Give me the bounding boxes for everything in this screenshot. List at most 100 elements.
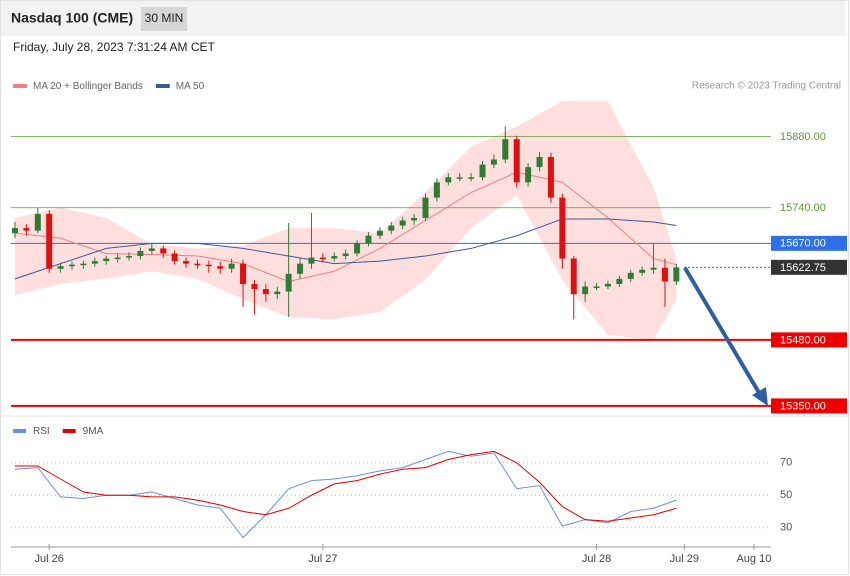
x-tick-label: Jul 29: [670, 553, 699, 565]
candle-body: [240, 263, 247, 284]
level-box: [771, 235, 847, 251]
legend-swatch: [13, 429, 26, 433]
candle-body: [399, 220, 406, 226]
candle-body: [274, 291, 281, 295]
candle-body: [285, 273, 292, 292]
candle-body: [297, 263, 304, 274]
title: Nasdaq 100 (CME): [11, 10, 133, 26]
date: Friday, July 28, 2023 7:31:24 AM CET: [13, 40, 216, 54]
level-label: 15480.00: [780, 334, 826, 346]
candle-body: [46, 213, 53, 269]
candle-body: [262, 289, 269, 295]
level-box: [771, 398, 847, 414]
rsi-panel: 30 50 70 Jul 26 Jul 27 Jul 28 Jul 29 Aug 10 RSI 9…: [11, 426, 792, 565]
candle-body: [376, 230, 383, 236]
candle-body: [445, 177, 452, 183]
candle-body: [365, 235, 372, 244]
x-tick-label: Jul 28: [582, 553, 611, 565]
candle-body: [650, 267, 657, 270]
level-label: 15622.75: [780, 262, 826, 274]
candle-body: [593, 286, 600, 289]
candle-body: [319, 257, 326, 260]
candle-body: [160, 248, 167, 254]
candle-body: [11, 228, 18, 234]
candle-body: [34, 213, 41, 231]
candle-body: [308, 257, 315, 264]
y-tick-label: 30: [780, 522, 792, 534]
candle-body: [513, 139, 520, 183]
candle-body: [559, 197, 566, 259]
legend-label: MA 20 + Bollinger Bands: [33, 81, 143, 92]
level-box: [771, 259, 847, 275]
credit: Research © 2023 Trading Central: [692, 81, 841, 92]
candle-body: [582, 286, 589, 295]
bollinger-band: [14, 101, 677, 340]
x-tick-label: Jul 27: [308, 553, 337, 565]
candle-body: [616, 278, 623, 284]
legend-swatch: [13, 84, 27, 88]
interval-label[interactable]: 30 MIN: [145, 11, 184, 25]
candle-body: [604, 283, 611, 287]
candle-body: [23, 228, 30, 231]
moving-average: [14, 218, 677, 280]
candle-body: [114, 257, 121, 260]
level-label: 15740.00: [780, 202, 826, 214]
candle-body: [217, 266, 224, 269]
legend-label: 9MA: [83, 426, 104, 437]
candle-body: [57, 266, 64, 269]
level-box: [771, 332, 847, 348]
candle-body: [80, 263, 87, 266]
candle-body: [525, 167, 532, 183]
candle-body: [570, 258, 577, 295]
candle-body: [422, 197, 429, 218]
level-label: 15350.00: [780, 400, 826, 412]
forecast-arrowhead: [752, 387, 768, 406]
candle-body: [205, 264, 212, 267]
y-tick-label: 70: [780, 457, 792, 469]
legend-swatch: [155, 84, 170, 88]
candle-body: [411, 217, 418, 221]
legend-label: MA 50: [176, 81, 205, 92]
interval-button[interactable]: [141, 7, 187, 31]
candle-body: [137, 250, 144, 257]
candle-body: [183, 261, 190, 264]
candle-body: [536, 156, 543, 168]
legend-swatch: [62, 429, 76, 433]
candle-body: [468, 177, 475, 179]
candle-body: [388, 225, 395, 231]
candle-body: [103, 258, 110, 262]
candle-body: [171, 253, 178, 262]
candle-body: [547, 156, 554, 198]
candle-body: [126, 256, 133, 258]
level-label: 15880.00: [780, 131, 826, 143]
candle-body: [433, 182, 440, 198]
candle-body: [91, 261, 98, 264]
level-label: 15670.00: [780, 238, 826, 250]
candle-body: [479, 164, 486, 178]
candle-body: [673, 267, 680, 282]
candle-body: [342, 253, 349, 257]
y-tick-label: 50: [780, 489, 792, 501]
candle-body: [194, 263, 201, 266]
candle-body: [331, 256, 338, 259]
candle-body: [148, 248, 155, 251]
candle-body: [69, 264, 76, 267]
price-panel: 15880.00 15740.00 15670.00 15622.75 15480.00…: [11, 81, 847, 414]
candle-body: [639, 269, 646, 273]
candle-body: [661, 267, 668, 282]
candle-body: [502, 139, 509, 160]
candle-body: [490, 159, 497, 165]
x-tick-label: Jul 26: [35, 553, 64, 565]
candle-body: [251, 283, 258, 290]
series-line: [14, 450, 677, 522]
forecast-arrow: [683, 266, 763, 398]
x-tick-label: Aug 10: [736, 553, 771, 565]
candle-body: [456, 177, 463, 179]
legend-label: RSI: [33, 426, 50, 437]
candle-body: [354, 243, 361, 254]
candle-body: [627, 272, 634, 279]
candle-body: [228, 263, 235, 269]
